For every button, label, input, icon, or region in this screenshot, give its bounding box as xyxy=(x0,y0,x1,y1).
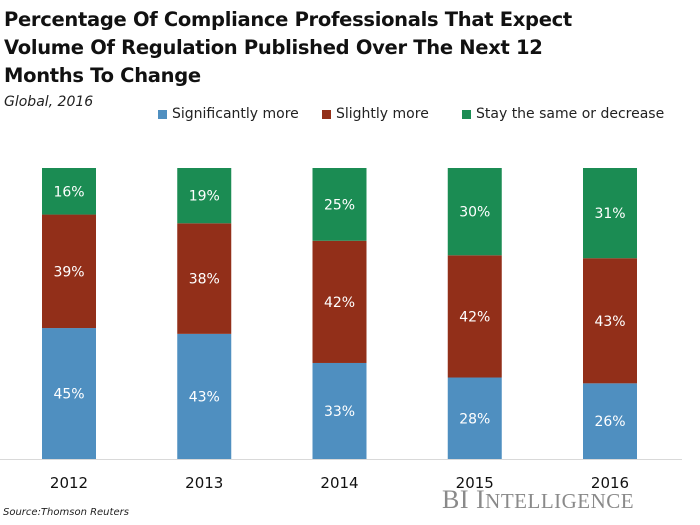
bar-segment-2013-slightly-more xyxy=(177,223,232,334)
bar-group-2013: 43% 38% 19% xyxy=(177,168,232,459)
data-label-2012-slightly-more: 39% xyxy=(53,264,84,280)
legend-label-stay-same: Stay the same or decrease xyxy=(476,106,665,122)
data-label-2015-stay-the-same-or-decrease: 30% xyxy=(459,205,490,221)
bar-segment-2014-slightly-more xyxy=(312,240,367,363)
bar-segment-2012-significantly-more xyxy=(42,328,96,459)
bar-segment-2014-stay-the-same-or-decrease xyxy=(312,168,367,241)
data-label-2013-slightly-more: 38% xyxy=(189,272,220,288)
x-tick-label-2012: 2012 xyxy=(50,474,88,492)
bar-group-2012: 45% 39% 16% xyxy=(42,168,96,459)
source-note: Source:Thomson Reuters xyxy=(3,507,129,518)
legend-swatch-significantly-more xyxy=(158,109,167,119)
bar-segment-2014-significantly-more xyxy=(312,362,367,459)
x-tick-label-2016: 2016 xyxy=(591,474,629,492)
bar-segment-2013-significantly-more xyxy=(177,333,232,459)
brand-text-1: BI xyxy=(442,485,476,514)
data-label-2012-stay-the-same-or-decrease: 16% xyxy=(53,184,84,200)
legend-label-significantly-more: Significantly more xyxy=(172,106,299,122)
data-label-2016-stay-the-same-or-decrease: 31% xyxy=(594,206,625,222)
chart-title: Percentage Of Compliance Professionals T… xyxy=(4,8,572,87)
brand-text-2: I xyxy=(476,485,486,514)
data-label-2016-significantly-more: 26% xyxy=(594,414,625,430)
bar-segment-2013-stay-the-same-or-decrease xyxy=(177,168,232,224)
data-label-2015-significantly-more: 28% xyxy=(459,411,490,427)
bar-segment-2015-significantly-more xyxy=(447,377,502,459)
data-label-2016-slightly-more: 43% xyxy=(594,314,625,330)
legend-swatch-slightly-more xyxy=(322,109,331,119)
bar-segment-2016-slightly-more xyxy=(583,258,637,384)
bar-segment-2016-significantly-more xyxy=(583,383,637,459)
bar-segment-2012-stay-the-same-or-decrease xyxy=(42,168,96,215)
bar-group-2016: 26% 43% 31% xyxy=(583,168,637,459)
data-label-2013-stay-the-same-or-decrease: 19% xyxy=(189,189,220,205)
data-label-2014-stay-the-same-or-decrease: 25% xyxy=(324,197,355,213)
legend-item-slightly-more: Slightly more xyxy=(322,106,429,122)
bar-group-2014: 33% 42% 25% xyxy=(312,168,367,459)
data-label-2014-slightly-more: 42% xyxy=(324,295,355,311)
legend-item-significantly-more: Significantly more xyxy=(158,106,299,122)
x-tick-label-2014: 2014 xyxy=(320,474,358,492)
bar-segment-2015-stay-the-same-or-decrease xyxy=(447,168,502,256)
legend-swatch-stay-same xyxy=(462,109,471,119)
x-tick-label-2013: 2013 xyxy=(185,474,223,492)
x-tick-label-2015: 2015 xyxy=(456,474,494,492)
bar-segment-2016-stay-the-same-or-decrease xyxy=(583,168,637,259)
bar-segment-2015-slightly-more xyxy=(447,255,502,378)
bi-intelligence-logo: BI INTELLIGENCE xyxy=(442,485,634,515)
legend-label-slightly-more: Slightly more xyxy=(336,106,429,122)
chart-subtitle: Global, 2016 xyxy=(4,94,94,110)
data-label-2014-significantly-more: 33% xyxy=(324,404,355,420)
data-label-2015-slightly-more: 42% xyxy=(459,309,490,325)
legend-item-stay-same: Stay the same or decrease xyxy=(462,106,664,122)
legend: Significantly more Slightly more Stay th… xyxy=(0,106,700,126)
data-label-2012-significantly-more: 45% xyxy=(53,387,84,403)
brand-text-3: NTELLIGENCE xyxy=(485,489,635,513)
data-label-2013-significantly-more: 43% xyxy=(189,389,220,405)
bar-group-2015: 28% 42% 30% xyxy=(447,168,502,459)
bar-segment-2012-slightly-more xyxy=(42,214,96,329)
